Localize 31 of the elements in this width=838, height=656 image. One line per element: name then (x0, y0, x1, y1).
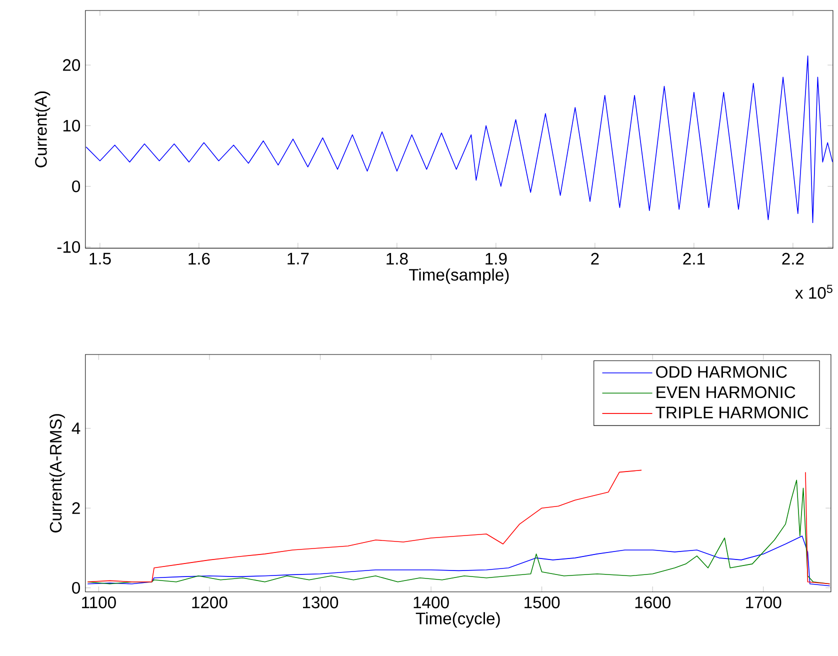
y-tick-label: 20 (63, 59, 80, 71)
x-tick-label: 2.1 (683, 252, 705, 264)
x-tick-label: 1400 (414, 596, 449, 608)
y-tick-label: 0 (72, 180, 80, 192)
x-tick-label: 1600 (635, 596, 670, 608)
y-axis-title: Current(A) (34, 91, 50, 168)
y-tick-label: 10 (63, 120, 80, 132)
x-tick-label: 1.8 (386, 252, 408, 265)
y-axis-title: Current(A-RMS) (49, 414, 65, 532)
x-axis-title: Time(cycle) (416, 612, 500, 628)
x-tick-label: 2.2 (782, 252, 804, 264)
y-tick-label: 4 (72, 422, 80, 434)
legend-label: ODD HARMONIC (656, 366, 787, 378)
y-tick-label: -10 (57, 241, 80, 253)
y-tick-label: 2 (72, 502, 80, 514)
x-tick-label: 1.7 (288, 252, 309, 264)
x-tick-label: 1200 (192, 596, 228, 608)
x-axis-title: Time(sample) (408, 268, 509, 284)
legend-label: EVEN HARMONIC (656, 386, 796, 398)
x-tick-label: 1.9 (486, 252, 507, 265)
text: x 10$^{5}$ (795, 284, 832, 299)
x-tick-label: 1500 (524, 596, 560, 608)
x-tick-label: 2 (591, 252, 599, 264)
y-tick-label: 0 (72, 582, 80, 594)
x-tick-label: 1.5 (90, 252, 111, 264)
x-tick-label: 1700 (746, 596, 782, 608)
legend-label: TRIPLE HARMONIC (656, 406, 808, 418)
x-tick-label: 1.6 (188, 252, 210, 265)
line-series (86, 55, 833, 224)
x-tick-label: 1300 (303, 596, 338, 608)
x-tick-label: 1100 (82, 596, 116, 608)
